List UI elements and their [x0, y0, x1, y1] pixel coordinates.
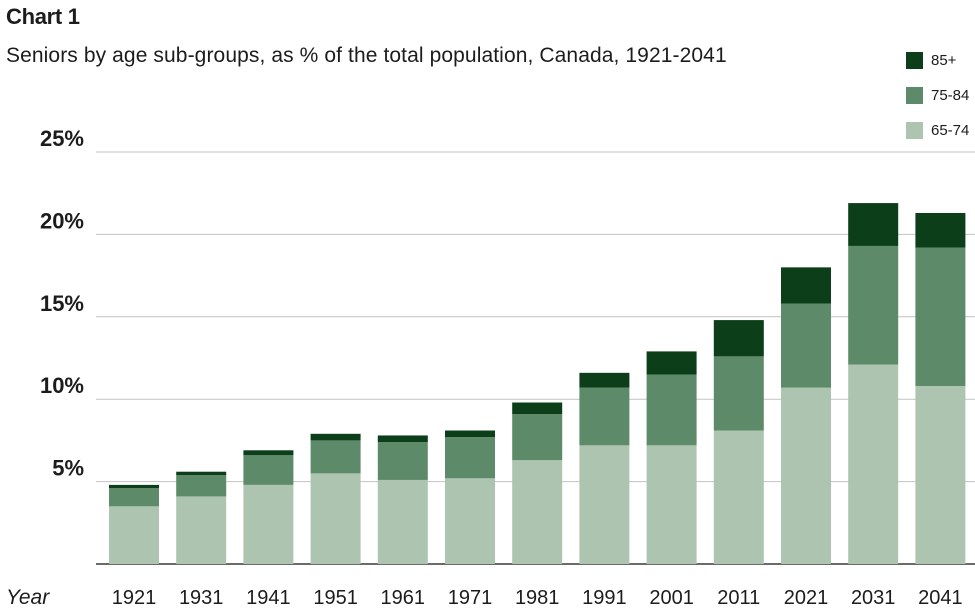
legend: 85+ 75-84 65-74	[906, 50, 974, 155]
x-tick-label: 1931	[179, 587, 224, 609]
y-tick-label: 20%	[40, 208, 84, 233]
bar-segment-75-84	[377, 442, 428, 480]
bar-segment-85plus	[579, 372, 630, 388]
bar-segment-75-84	[579, 387, 630, 446]
y-tick-label: 25%	[40, 126, 84, 151]
x-tick-label: 2031	[851, 587, 896, 609]
legend-label: 65-74	[931, 121, 970, 139]
bar-segment-75-84	[445, 437, 495, 479]
y-tick-label: 10%	[40, 373, 84, 398]
x-tick-label: 2021	[784, 587, 829, 609]
legend-swatch	[906, 121, 923, 139]
bar-segment-85plus	[243, 450, 294, 456]
bar-segment-85plus	[915, 212, 966, 248]
x-tick-label: 1981	[515, 587, 560, 609]
bar-segment-85plus	[109, 484, 159, 489]
x-axis-title: Year	[6, 586, 50, 609]
bar-segment-65-74	[310, 473, 361, 564]
legend-label: 75-84	[931, 86, 970, 104]
bar-segment-65-74	[781, 387, 831, 564]
bar-segment-75-84	[109, 488, 159, 507]
chart-heading: Chart 1	[6, 4, 80, 29]
bar-segment-75-84	[176, 475, 227, 497]
bar-segment-65-74	[377, 479, 428, 564]
bar-segment-75-84	[512, 414, 563, 461]
bar-segment-75-84	[781, 303, 831, 388]
bar-segment-65-74	[445, 478, 495, 564]
bar-segment-85plus	[848, 203, 899, 246]
bar-segment-85plus	[310, 433, 361, 441]
x-tick-label: 1961	[381, 587, 426, 609]
bar-segment-65-74	[848, 364, 899, 564]
x-tick-label: 1991	[582, 587, 627, 609]
legend-item: 65-74	[906, 120, 974, 140]
bar-segment-85plus	[713, 320, 764, 357]
x-tick-label: 1951	[313, 587, 358, 609]
bar-segment-85plus	[176, 471, 227, 476]
y-axis-ticks: 5% 10% 15% 20% 25%	[40, 126, 84, 481]
bar-segment-65-74	[713, 430, 764, 564]
legend-item: 85+	[906, 50, 974, 70]
bar-segment-85plus	[781, 267, 831, 304]
legend-label: 85+	[931, 51, 957, 69]
bar-segment-75-84	[915, 247, 966, 387]
y-tick-label: 15%	[40, 291, 84, 316]
legend-swatch	[906, 51, 923, 69]
x-tick-label: 2011	[717, 587, 760, 609]
bar-segment-75-84	[310, 440, 361, 474]
bar-segment-85plus	[512, 402, 563, 415]
bar-segment-75-84	[243, 455, 294, 485]
x-tick-label: 1971	[448, 587, 493, 609]
bar-segment-65-74	[109, 506, 159, 564]
bar-segment-85plus	[445, 430, 495, 438]
x-tick-label: 1921	[112, 587, 157, 609]
bar-segment-85plus	[646, 351, 697, 375]
chart-title: Seniors by age sub-groups, as % of the t…	[6, 44, 727, 67]
x-axis-labels: 1921 1931 1941 1951 1961 1971 1981 1991 2001 2011…	[112, 587, 963, 609]
bar-segment-65-74	[915, 386, 966, 564]
x-tick-label: 2001	[649, 587, 694, 609]
bar-segment-85plus	[377, 435, 428, 443]
x-tick-label: 1941	[246, 587, 291, 609]
y-tick-label: 5%	[52, 456, 84, 481]
bar-segment-65-74	[579, 445, 630, 564]
bars	[109, 203, 966, 564]
bar-segment-65-74	[512, 460, 563, 564]
bar-segment-75-84	[713, 356, 764, 431]
bar-segment-65-74	[176, 496, 227, 564]
bar-segment-65-74	[243, 484, 294, 564]
legend-item: 75-84	[906, 85, 974, 105]
bar-segment-75-84	[848, 245, 899, 365]
bar-segment-65-74	[646, 445, 697, 564]
x-tick-label: 2041	[918, 587, 963, 609]
bar-segment-75-84	[646, 374, 697, 446]
legend-swatch	[906, 86, 923, 104]
